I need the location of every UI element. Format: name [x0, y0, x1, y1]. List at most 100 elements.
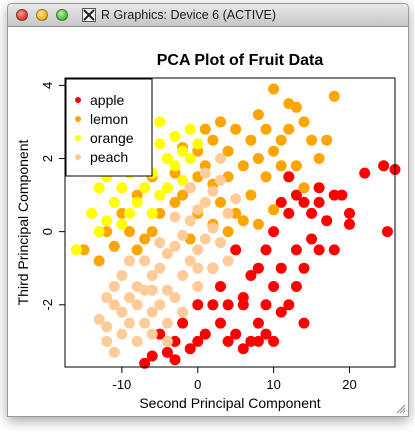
point-lemon-44 — [313, 153, 325, 164]
point-apple-54 — [313, 196, 325, 208]
point-lemon-23 — [101, 226, 113, 238]
point-orange-17 — [116, 218, 128, 230]
point-lemon-17 — [139, 233, 151, 245]
point-lemon-24 — [116, 207, 128, 219]
legend-marker-peach — [75, 154, 81, 160]
point-lemon-14 — [169, 196, 181, 208]
point-lemon-57 — [275, 134, 287, 146]
point-peach-38 — [161, 317, 173, 329]
point-lemon-35 — [245, 189, 257, 201]
point-lemon-13 — [177, 189, 189, 201]
point-lemon-31 — [215, 196, 226, 208]
point-orange-14 — [184, 123, 196, 135]
point-peach-11 — [177, 229, 189, 241]
point-lemon-16 — [146, 226, 158, 238]
point-orange-1 — [86, 207, 98, 219]
point-apple-39 — [252, 262, 264, 274]
point-orange-12 — [169, 131, 181, 142]
point-lemon-3 — [298, 116, 310, 128]
point-peach-22 — [124, 255, 135, 267]
point-orange-25 — [154, 189, 166, 201]
point-lemon-48 — [222, 226, 234, 238]
minimize-button[interactable] — [36, 9, 48, 21]
point-apple-0 — [378, 160, 390, 172]
point-orange-15 — [192, 138, 204, 150]
point-apple-48 — [298, 317, 310, 329]
point-lemon-53 — [199, 123, 211, 135]
zoom-button[interactable] — [56, 9, 68, 21]
window-title: R Graphics: Device 6 (ACTIVE) — [101, 8, 277, 22]
point-peach-4 — [124, 317, 135, 329]
point-peach-8 — [154, 262, 166, 274]
y-axis-label: Third Principal Component — [15, 140, 31, 306]
point-apple-41 — [222, 299, 234, 311]
point-apple-2 — [381, 226, 393, 238]
y-tick-label: -2 — [40, 299, 55, 311]
point-apple-4 — [344, 207, 355, 219]
point-apple-51 — [230, 244, 242, 256]
point-apple-53 — [283, 171, 295, 183]
point-apple-27 — [161, 346, 173, 358]
point-lemon-21 — [93, 255, 105, 267]
point-peach-18 — [230, 193, 242, 205]
title-bar[interactable]: R Graphics: Device 6 (ACTIVE) — [8, 4, 408, 27]
point-orange-2 — [93, 182, 105, 194]
legend: apple lemon orange peach — [65, 78, 153, 177]
point-peach-39 — [177, 306, 189, 318]
close-button[interactable] — [16, 9, 28, 21]
point-peach-7 — [146, 270, 158, 281]
point-apple-36 — [306, 207, 318, 219]
point-peach-17 — [222, 207, 234, 219]
point-peach-52 — [146, 284, 158, 296]
point-peach-13 — [192, 204, 204, 216]
point-peach-12 — [184, 215, 196, 227]
point-apple-8 — [313, 182, 325, 194]
point-peach-25 — [146, 306, 158, 318]
point-peach-48 — [199, 167, 211, 179]
point-orange-31 — [124, 207, 135, 219]
point-orange-29 — [139, 182, 151, 194]
point-peach-5 — [131, 299, 143, 311]
point-orange-10 — [154, 138, 166, 150]
point-peach-27 — [161, 284, 173, 296]
point-peach-54 — [161, 335, 173, 347]
point-apple-12 — [283, 207, 295, 219]
point-apple-33 — [313, 244, 325, 256]
point-lemon-7 — [230, 123, 242, 135]
point-apple-49 — [268, 335, 280, 347]
point-lemon-56 — [321, 134, 333, 146]
point-peach-23 — [131, 281, 143, 292]
point-orange-27 — [184, 153, 196, 164]
legend-label-apple: apple — [90, 92, 124, 108]
point-apple-43 — [192, 299, 204, 311]
point-orange-5 — [116, 182, 128, 194]
point-orange-26 — [169, 160, 181, 172]
point-peach-44 — [124, 292, 135, 303]
point-apple-19 — [230, 328, 242, 340]
point-apple-47 — [275, 196, 287, 208]
point-apple-32 — [298, 262, 310, 274]
point-apple-56 — [275, 306, 287, 318]
point-peach-41 — [207, 262, 219, 274]
point-lemon-0 — [268, 83, 280, 95]
point-orange-16 — [101, 215, 113, 227]
point-peach-45 — [154, 237, 166, 249]
point-lemon-4 — [260, 123, 272, 135]
point-lemon-37 — [260, 171, 272, 183]
point-orange-19 — [146, 207, 158, 219]
point-peach-37 — [146, 328, 158, 340]
point-peach-49 — [215, 153, 226, 164]
point-apple-15 — [260, 299, 272, 311]
x-axis-label: Second Principal Component — [139, 395, 320, 411]
resize-grip-icon[interactable] — [394, 402, 406, 414]
point-lemon-9 — [207, 134, 219, 146]
legend-box — [65, 78, 153, 177]
point-apple-31 — [283, 299, 295, 311]
point-lemon-38 — [268, 145, 280, 157]
point-lemon-19 — [124, 226, 135, 238]
points-layer — [70, 83, 401, 369]
point-lemon-6 — [245, 134, 257, 146]
point-apple-21 — [215, 317, 226, 329]
point-lemon-8 — [222, 145, 234, 157]
point-orange-11 — [161, 153, 173, 164]
